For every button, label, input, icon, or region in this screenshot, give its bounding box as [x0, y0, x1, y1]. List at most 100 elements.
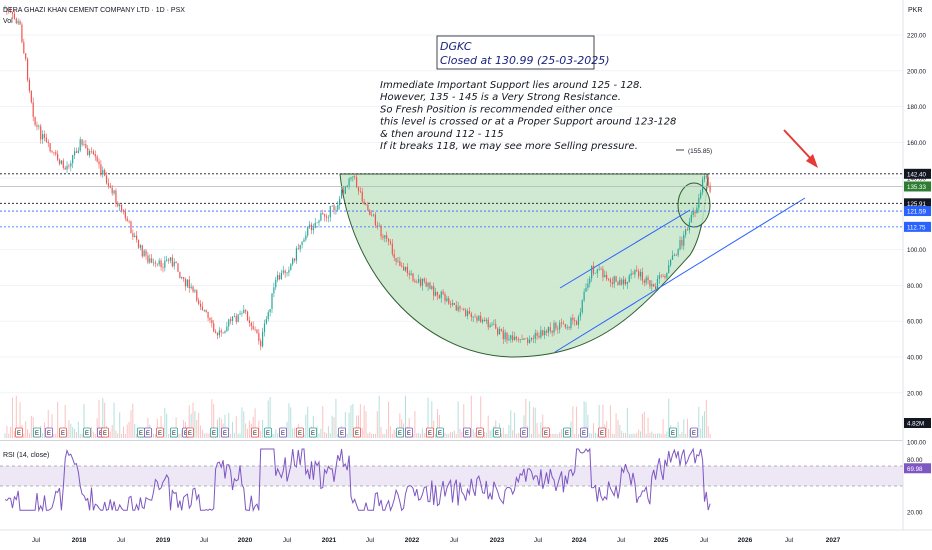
channel-upper-line[interactable]: [559, 209, 691, 289]
volume-bar: [192, 402, 194, 438]
candle-body: [583, 291, 585, 301]
volume-bar: [540, 422, 542, 438]
volume-bar: [453, 430, 455, 438]
volume-bar: [213, 403, 215, 438]
volume-bar: [267, 400, 269, 438]
volume-bar: [436, 409, 438, 438]
candle-body: [17, 21, 19, 24]
candle-body: [628, 275, 630, 283]
volume-bar: [327, 426, 329, 438]
handle-pattern-shape[interactable]: [677, 182, 711, 228]
volume-bar: [435, 433, 437, 438]
candle-body: [527, 338, 529, 343]
volume-bar: [68, 420, 70, 438]
volume-bar: [181, 429, 183, 438]
candle-body: [333, 205, 335, 211]
volume-bar: [470, 395, 472, 438]
candle-body: [280, 272, 282, 280]
candle-body: [566, 327, 568, 328]
volume-bar: [200, 425, 202, 438]
volume-bar: [361, 427, 363, 438]
earnings-event-icon: [463, 427, 471, 438]
candle-body: [42, 134, 44, 140]
earnings-event-icon: [210, 427, 218, 438]
earnings-event-label: E: [298, 431, 302, 437]
candle-body: [547, 327, 549, 333]
volume-bar: [609, 405, 611, 438]
candle-body: [395, 258, 397, 262]
volume-bar: [577, 433, 579, 438]
volume-bar: [705, 399, 707, 438]
volume-bar: [389, 426, 391, 438]
candle-body: [320, 213, 322, 221]
volume-bar: [384, 433, 386, 438]
channel-lower-line[interactable]: [554, 197, 806, 353]
candle-body: [575, 321, 578, 325]
volume-bar: [655, 434, 657, 438]
volume-bar: [12, 397, 14, 438]
candle-body: [677, 249, 679, 256]
earnings-event-icon: [598, 427, 606, 438]
volume-bar: [201, 429, 203, 438]
candle-body: [126, 218, 128, 222]
rsi-band: [0, 466, 903, 486]
candle-body: [660, 275, 662, 277]
candle-body: [292, 258, 294, 265]
volume-bar: [96, 418, 98, 438]
candle-body: [429, 282, 431, 289]
price-tick-label: 20.00: [907, 390, 923, 397]
candle-body: [574, 320, 576, 322]
candle-body: [592, 265, 595, 274]
candle-body: [391, 243, 393, 255]
volume-bar: [121, 433, 123, 438]
volume-bar: [271, 433, 273, 438]
volume-bar: [113, 402, 115, 438]
volume-bar: [329, 433, 331, 438]
candle-body: [585, 287, 587, 292]
rsi-line[interactable]: [4, 447, 711, 513]
candle-body: [94, 154, 96, 157]
candle-body: [611, 282, 613, 285]
earnings-event-label: E: [99, 431, 103, 437]
volume-bar: [275, 429, 277, 438]
volume-bar: [619, 424, 621, 438]
candle-body: [154, 262, 157, 264]
annotation-box[interactable]: [436, 35, 595, 70]
volume-bar: [700, 428, 702, 438]
volume-bar: [262, 420, 264, 438]
earnings-event-icon: [493, 427, 501, 438]
earnings-event-icon: [156, 427, 164, 438]
volume-bar: [367, 433, 369, 438]
earnings-event-icon: [83, 427, 91, 438]
candle-body: [685, 229, 687, 235]
volume-bar: [653, 433, 655, 438]
volume-bar: [395, 431, 397, 438]
volume-bar: [273, 433, 275, 438]
volume-bar: [10, 426, 12, 438]
volume-bar: [624, 433, 626, 438]
candle-body: [26, 58, 29, 80]
volume-bar: [346, 433, 348, 438]
earnings-event-icon: [264, 427, 272, 438]
candle-body: [295, 248, 298, 261]
candle-body: [273, 287, 275, 294]
volume-bar: [709, 433, 711, 438]
candle-body: [624, 279, 627, 285]
candle-body: [619, 279, 621, 285]
candle-body: [686, 229, 689, 231]
candle-body: [604, 274, 606, 278]
volume-bar: [369, 432, 371, 438]
candle-body: [688, 221, 691, 231]
time-tick-label: 2021: [322, 537, 337, 544]
candle-body: [463, 309, 465, 310]
candle-body: [21, 24, 23, 43]
volume-bar: [534, 407, 536, 438]
rsi-tick-label: 80.00: [907, 457, 923, 464]
earnings-event-label: E: [146, 431, 150, 437]
candlestick-series: [4, 5, 711, 351]
volume-bar: [288, 403, 290, 438]
cup-pattern-shape[interactable]: [339, 173, 709, 358]
candle-body: [436, 291, 439, 296]
earnings-event-label: E: [522, 431, 526, 437]
